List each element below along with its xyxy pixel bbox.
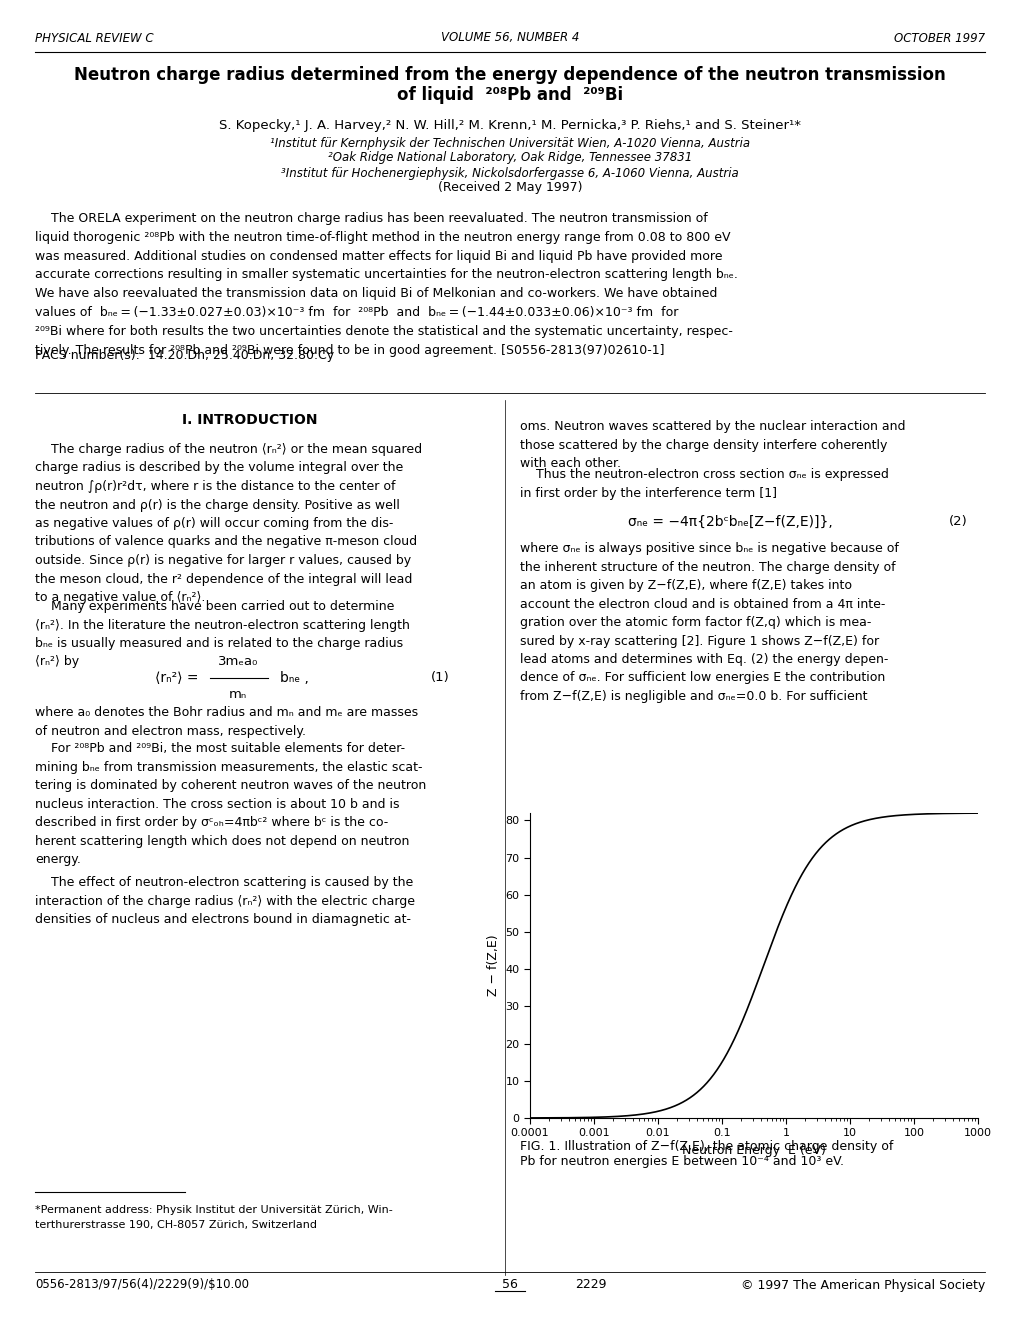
Text: terthurerstrasse 190, CH-8057 Zürich, Switzerland: terthurerstrasse 190, CH-8057 Zürich, Sw… [35,1220,317,1230]
Text: S. Kopecky,¹ J. A. Harvey,² N. W. Hill,² M. Krenn,¹ M. Pernicka,³ P. Riehs,¹ and: S. Kopecky,¹ J. A. Harvey,² N. W. Hill,²… [219,119,800,132]
Text: Thus the neutron-electron cross section σₙₑ is expressed
in first order by the i: Thus the neutron-electron cross section … [520,469,888,499]
Text: where σₙₑ is always positive since bₙₑ is negative because of
the inherent struc: where σₙₑ is always positive since bₙₑ i… [520,543,898,704]
Text: PACS number(s):  14.20.Dh, 25.40.Dn, 32.80.Cy: PACS number(s): 14.20.Dh, 25.40.Dn, 32.8… [35,348,334,362]
Text: 0556-2813/97/56(4)/2229(9)/$10.00: 0556-2813/97/56(4)/2229(9)/$10.00 [35,1279,249,1291]
Text: where a₀ denotes the Bohr radius and mₙ and mₑ are masses
of neutron and electro: where a₀ denotes the Bohr radius and mₙ … [35,706,418,738]
Text: The ORELA experiment on the neutron charge radius has been reevaluated. The neut: The ORELA experiment on the neutron char… [35,213,737,356]
Text: Neutron charge radius determined from the energy dependence of the neutron trans: Neutron charge radius determined from th… [74,66,945,84]
Text: 3mₑa₀: 3mₑa₀ [218,655,258,668]
Text: (1): (1) [431,672,449,685]
Text: 56: 56 [501,1279,518,1291]
Text: of liquid  ²⁰⁸Pb and  ²⁰⁹Bi: of liquid ²⁰⁸Pb and ²⁰⁹Bi [396,86,623,104]
Text: mₙ: mₙ [228,688,247,701]
Text: bₙₑ ,: bₙₑ , [280,671,309,685]
Text: The effect of neutron-electron scattering is caused by the
interaction of the ch: The effect of neutron-electron scatterin… [35,876,415,927]
Text: (2): (2) [949,516,967,528]
Text: The charge radius of the neutron ⟨rₙ²⟩ or the mean squared
charge radius is desc: The charge radius of the neutron ⟨rₙ²⟩ o… [35,444,422,605]
Text: ²Oak Ridge National Laboratory, Oak Ridge, Tennessee 37831: ²Oak Ridge National Laboratory, Oak Ridg… [327,152,692,165]
Text: ⟨rₙ²⟩ =: ⟨rₙ²⟩ = [155,671,199,685]
Text: ³Institut für Hochenergiephysik, Nickolsdorfergasse 6, A-1060 Vienna, Austria: ³Institut für Hochenergiephysik, Nickols… [281,166,738,180]
Text: © 1997 The American Physical Society: © 1997 The American Physical Society [740,1279,984,1291]
Text: oms. Neutron waves scattered by the nuclear interaction and
those scattered by t: oms. Neutron waves scattered by the nucl… [520,420,905,470]
Text: For ²⁰⁸Pb and ²⁰⁹Bi, the most suitable elements for deter-
mining bₙₑ from trans: For ²⁰⁸Pb and ²⁰⁹Bi, the most suitable e… [35,742,426,866]
Text: I. INTRODUCTION: I. INTRODUCTION [182,413,318,426]
Text: Many experiments have been carried out to determine
⟨rₙ²⟩. In the literature the: Many experiments have been carried out t… [35,601,410,668]
Text: Pb for neutron energies E between 10⁻⁴ and 10³ eV.: Pb for neutron energies E between 10⁻⁴ a… [520,1155,843,1168]
Text: σₙₑ = −4π{2bᶜbₙₑ[Z−f(Z,E)]},: σₙₑ = −4π{2bᶜbₙₑ[Z−f(Z,E)]}, [627,515,832,529]
Text: ¹Institut für Kernphysik der Technischen Universität Wien, A-1020 Vienna, Austri: ¹Institut für Kernphysik der Technischen… [270,136,749,149]
Text: 2229: 2229 [575,1279,606,1291]
X-axis label: Neutron Energy  E (eV): Neutron Energy E (eV) [682,1144,825,1156]
Y-axis label: Z − f(Z,E): Z − f(Z,E) [486,935,499,997]
Text: PHYSICAL REVIEW C: PHYSICAL REVIEW C [35,32,154,45]
Text: OCTOBER 1997: OCTOBER 1997 [893,32,984,45]
Text: VOLUME 56, NUMBER 4: VOLUME 56, NUMBER 4 [440,32,579,45]
Text: FIG. 1. Illustration of Z−f(Z,E), the atomic charge density of: FIG. 1. Illustration of Z−f(Z,E), the at… [520,1140,893,1152]
Text: *Permanent address: Physik Institut der Universität Zürich, Win-: *Permanent address: Physik Institut der … [35,1205,392,1214]
Text: (Received 2 May 1997): (Received 2 May 1997) [437,181,582,194]
